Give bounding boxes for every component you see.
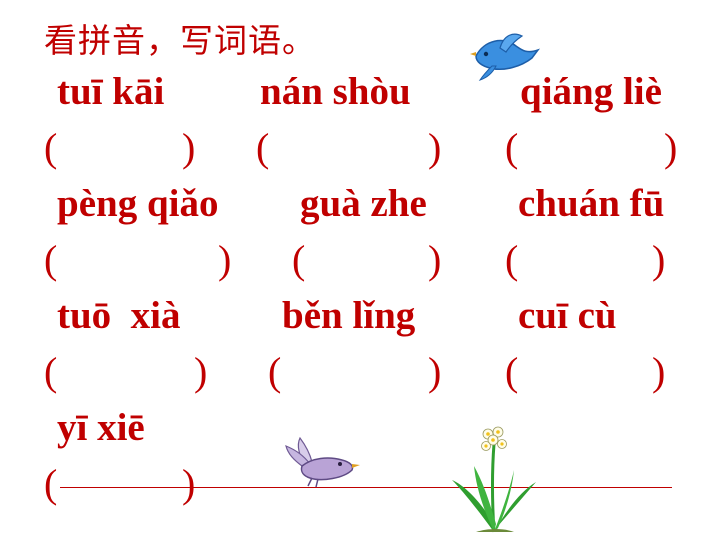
answer-close-paren: ) — [664, 125, 678, 170]
answer-close-paren: ) — [652, 237, 666, 282]
pinyin-item: cuī cù — [518, 294, 617, 337]
pinyin-item: chuán fū — [518, 182, 665, 225]
answer-close-paren: ) — [428, 125, 442, 170]
pinyin-item: nán shòu — [260, 70, 411, 113]
pinyin-item: tuī kāi — [57, 70, 165, 113]
answer-close-paren: ) — [652, 349, 666, 394]
answer-open-paren: ( — [256, 125, 270, 170]
pinyin-item: guà zhe — [300, 182, 427, 225]
answer-close-paren: ) — [182, 461, 196, 506]
divider-line — [60, 487, 672, 488]
answer-open-paren: ( — [505, 237, 519, 282]
answer-open-paren: ( — [505, 125, 519, 170]
pinyin-item: pèng qiǎo — [57, 182, 219, 225]
daffodil-plant-icon — [452, 426, 536, 533]
answer-close-paren: ) — [182, 125, 196, 170]
pinyin-item: tuō xià — [57, 294, 181, 337]
answer-close-paren: ) — [428, 349, 442, 394]
answer-open-paren: ( — [292, 237, 306, 282]
pinyin-item: běn lǐng — [282, 294, 416, 337]
answer-open-paren: ( — [44, 461, 58, 506]
pinyin-item: qiáng liè — [520, 70, 662, 113]
purple-bird-icon — [285, 436, 360, 488]
answer-open-paren: ( — [44, 349, 58, 394]
answer-open-paren: ( — [505, 349, 519, 394]
answer-open-paren: ( — [44, 237, 58, 282]
answer-open-paren: ( — [268, 349, 282, 394]
blue-bird-icon — [470, 33, 541, 81]
pinyin-item: yī xiē — [57, 406, 145, 449]
answer-close-paren: ) — [428, 237, 442, 282]
exercise-title: 看拼音，写词语。 — [44, 21, 316, 60]
answer-close-paren: ) — [218, 237, 232, 282]
answer-close-paren: ) — [194, 349, 208, 394]
answer-open-paren: ( — [44, 125, 58, 170]
